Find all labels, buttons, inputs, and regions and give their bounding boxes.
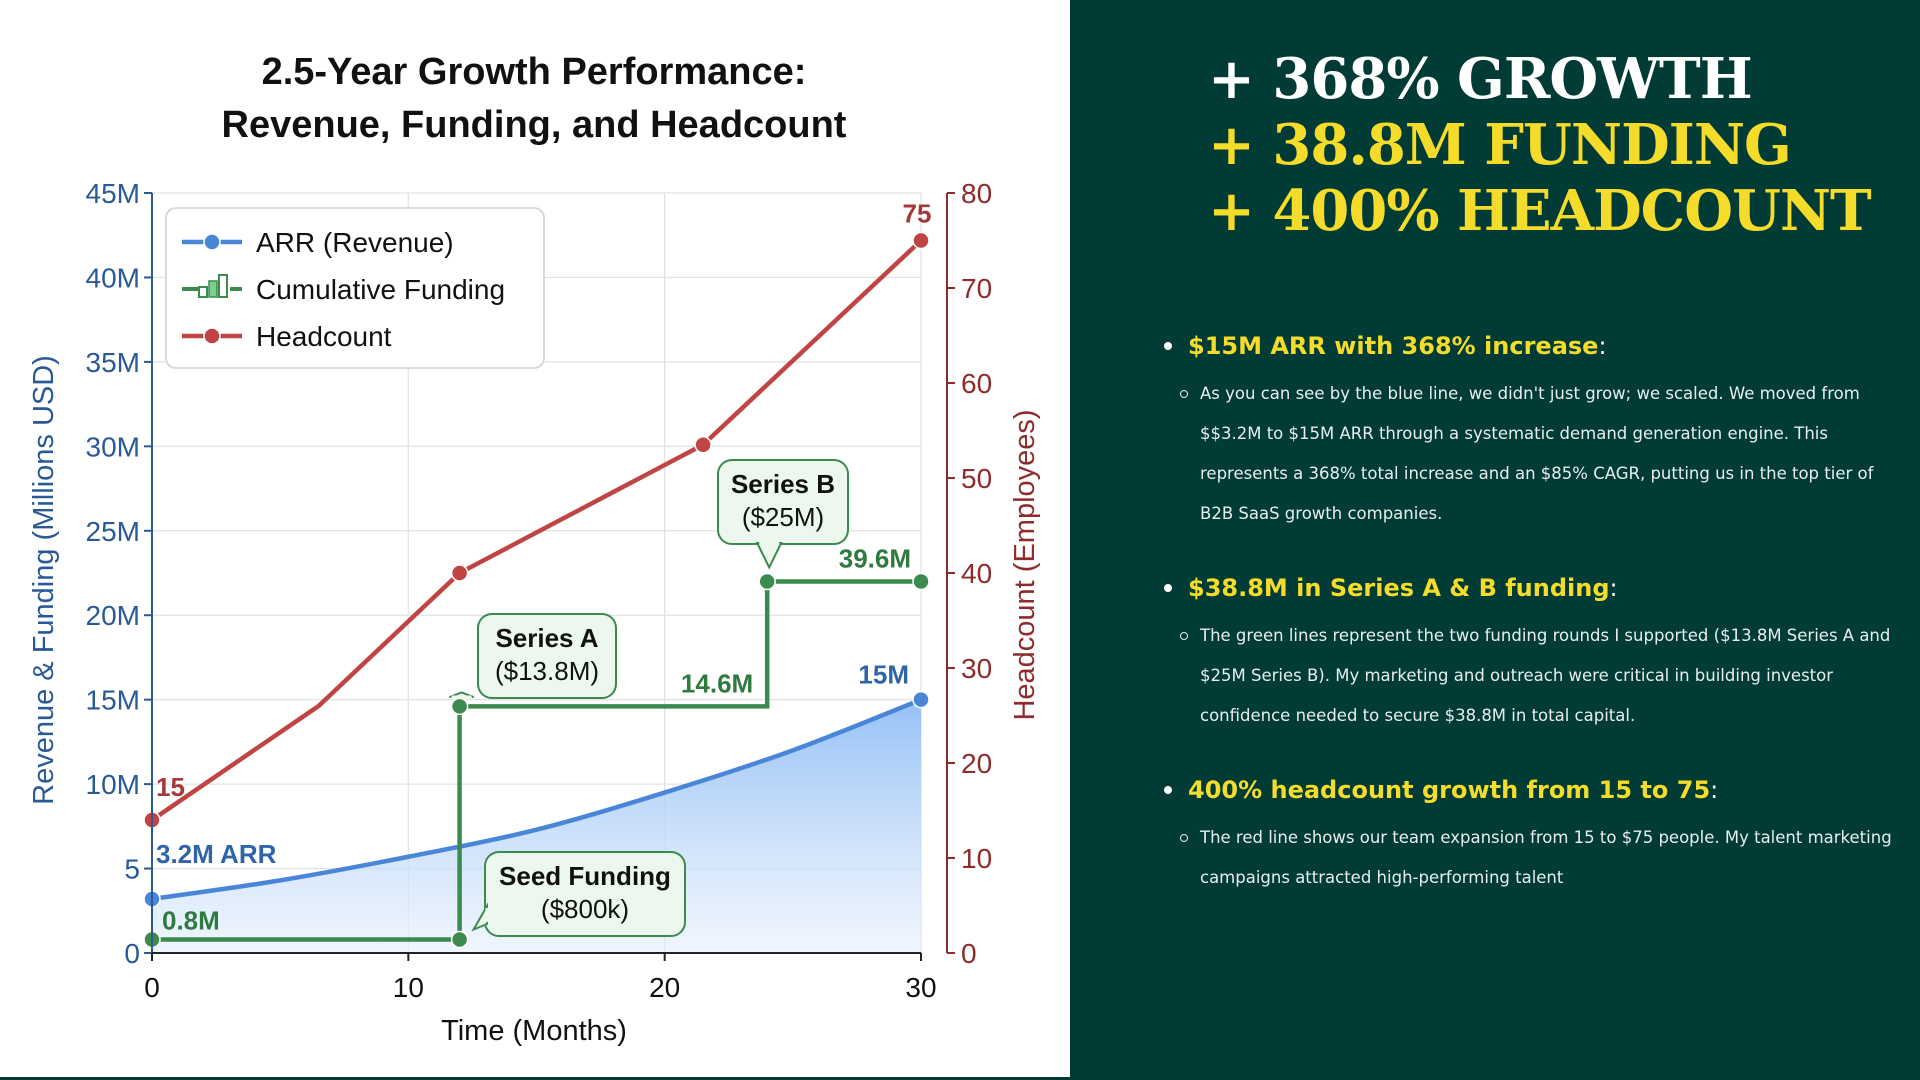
chart-legend: ARR (Revenue) Cumulative Funding Headcount [165,207,545,369]
legend-bar-icon [208,280,218,298]
funding-point [450,930,469,949]
legend-box [165,207,545,369]
legend-label: ARR (Revenue) [256,227,454,258]
y-right-tick-label: 0 [961,938,977,969]
bullet-title-text: $38.8M in Series A & B funding [1188,574,1610,602]
bullet-colon: : [1609,574,1618,602]
y-left-tick-label: 5 [124,854,140,885]
callout-1: Series A($13.8M) [449,613,617,699]
headline-headcount: + 400% HEADCOUNT [1208,178,1872,244]
bullet-title-text: 400% headcount growth from 15 to 75 [1188,776,1711,804]
y-left-tick-label: 10M [86,769,140,800]
point-label: 0.8M [162,905,220,935]
bullet-list: $15M ARR with 368% increase: As you can … [1162,322,1902,928]
bullet-title: $15M ARR with 368% increase: [1162,322,1902,370]
y-left-tick-label: 45M [86,178,140,209]
callout-title: Series A [495,623,598,653]
callout-subtitle: ($800k) [541,894,629,924]
callout-box [484,851,686,937]
headline-growth: + 368% GROWTH [1208,46,1753,112]
y-right-tick-label: 40 [961,558,992,589]
callout-box [477,613,617,699]
callout-title: Series B [731,469,835,499]
funding-point [758,572,776,591]
callout-0: Seed Funding($800k) [471,851,686,937]
legend-swatch-marker [203,233,221,251]
legend-swatch-marker [203,327,221,345]
arr-area-fill [152,699,921,953]
x-tick-label: 20 [649,972,680,1003]
x-tick-label: 30 [905,972,936,1003]
bullet-detail: The red line shows our team expansion fr… [1162,818,1902,898]
point-label: 15M [858,660,909,690]
growth-chart: 0 5 10M 15M 20M 25M 30M 35M 40M 45M 0 10 20 30 40 50 60 7… [28,51,1041,1047]
headcount-point [694,436,712,454]
summary-panel: + 368% GROWTH + 38.8M FUNDING + 400% HEA… [1070,0,1920,1080]
x-tick-label: 0 [144,972,160,1003]
callout-pointer [755,542,783,570]
point-label: 75 [903,199,932,229]
y-left-tick-label: 20M [86,600,140,631]
callout-subtitle: ($13.8M) [495,656,599,686]
point-label: 15 [156,772,185,802]
funding-step-line [152,579,921,942]
point-label: 39.6M [839,543,911,573]
headcount-point [450,564,469,582]
legend-bar-icon [218,274,228,298]
callout-title: Seed Funding [499,861,671,891]
legend-label: Cumulative Funding [256,274,505,305]
y-left-tick-label: 35M [86,347,140,378]
chart-title-line1: 2.5-Year Growth Performance: [262,51,807,93]
callout-box [717,459,849,545]
y-left-tick-label: 15M [86,685,140,716]
y-right-tick-label: 80 [961,178,992,209]
y-right-tick-label: 50 [961,463,992,494]
y-axis-label-right: Headcount (Employees) [1009,409,1041,720]
chart-title-line2: Revenue, Funding, and Headcount [222,104,847,146]
bullet-title: 400% headcount growth from 15 to 75: [1162,766,1902,814]
bullet-title-text: $15M ARR with 368% increase [1188,332,1599,360]
y-right-tick-label: 10 [961,843,992,874]
x-axis-label: Time (Months) [441,1015,627,1047]
point-label: 3.2M ARR [156,839,277,869]
y-right-tick-label: 60 [961,368,992,399]
y-axis-label-left: Revenue & Funding (Millions USD) [28,355,60,805]
callout-2: Series B($25M) [717,459,849,570]
bullet-arr: $15M ARR with 368% increase: As you can … [1162,322,1902,534]
arr-line [151,697,922,902]
headcount-point [912,231,930,250]
y-left-tick-label: 40M [86,262,140,293]
y-right-tick-label: 70 [961,273,992,304]
y-left-tick-label: 0 [124,938,140,969]
bullet-title: $38.8M in Series A & B funding: [1162,564,1902,612]
bullet-colon: : [1710,776,1719,804]
bullet-colon: : [1598,332,1607,360]
chart-panel: 0 5 10M 15M 20M 25M 30M 35M 40M 45M 0 10 20 30 40 50 60 7… [28,51,1041,1047]
y-right-tick-label: 20 [961,748,992,779]
legend-label: Headcount [256,321,392,352]
funding-point [912,572,930,591]
point-label: 14.6M [681,668,753,698]
y-left-tick-label: 30M [86,431,140,462]
bullet-headcount: 400% headcount growth from 15 to 75: The… [1162,766,1902,898]
legend-bar-icon [198,286,208,298]
bullet-detail: As you can see by the blue line, we didn… [1162,374,1902,534]
bottom-border [0,1077,1920,1080]
y-left-tick-label: 25M [86,516,140,547]
headline-funding: + 38.8M FUNDING [1208,112,1792,178]
arr-point-end [912,690,930,709]
callout-subtitle: ($25M) [742,502,824,532]
x-tick-label: 10 [393,972,424,1003]
y-right-tick-label: 30 [961,653,992,684]
funding-point [450,697,469,716]
bullet-funding: $38.8M in Series A & B funding: The gree… [1162,564,1902,736]
bullet-detail: The green lines represent the two fundin… [1162,616,1902,736]
